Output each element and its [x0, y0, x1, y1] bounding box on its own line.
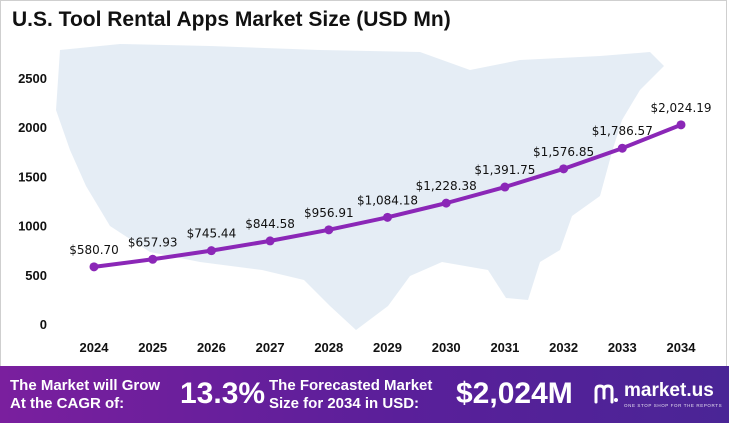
x-tick-label: 2028	[314, 340, 343, 355]
data-point	[383, 212, 392, 222]
x-tick-label: 2034	[667, 340, 697, 355]
y-tick-label: 2500	[18, 71, 47, 86]
x-tick-label: 2024	[80, 340, 110, 355]
x-tick-label: 2027	[256, 340, 285, 355]
x-tick-label: 2025	[138, 340, 167, 355]
data-label: $844.58	[245, 217, 295, 231]
data-label: $1,786.57	[592, 124, 653, 138]
cagr-value: 13.3%	[180, 377, 266, 410]
data-point	[441, 198, 451, 208]
data-point	[324, 225, 334, 235]
data-point	[676, 120, 686, 130]
data-point	[89, 262, 99, 272]
brand-name: market.us	[624, 380, 714, 401]
x-axis: 2024 2025 2026 2027 2028 2029 2030 2031 2032 2033…	[80, 340, 697, 355]
y-tick-label: 1000	[18, 219, 47, 234]
x-tick-label: 2032	[549, 340, 578, 355]
cagr-caption-line2: At the CAGR of:	[10, 395, 125, 412]
x-tick-label: 2033	[608, 340, 637, 355]
data-labels: $580.70 $657.93 $745.44 $844.58 $956.91$1,08…	[69, 101, 711, 257]
forecast-caption: The Forecasted Market Size for 2034 in U…	[269, 377, 432, 413]
summary-footer: The Market will Grow At the CAGR of: 13.…	[0, 366, 729, 423]
data-point	[148, 254, 158, 264]
data-point	[500, 182, 510, 192]
data-label: $2,024.19	[650, 101, 711, 115]
data-label: $1,084.18	[357, 193, 418, 207]
x-tick-label: 2030	[432, 340, 461, 355]
x-tick-label: 2026	[197, 340, 226, 355]
forecast-value: $2,024M	[456, 377, 573, 410]
x-tick-label: 2029	[373, 340, 402, 355]
y-tick-label: 500	[25, 268, 47, 283]
y-tick-label: 2000	[18, 120, 47, 135]
data-label: $1,391.75	[474, 163, 535, 177]
brand-logo[interactable]: market.us ONE STOP SHOP FOR THE REPORTS	[593, 380, 723, 412]
data-point	[559, 164, 569, 174]
forecast-caption-line2: Size for 2034 in USD:	[269, 395, 420, 412]
cagr-caption-line1: The Market will Grow	[10, 377, 161, 394]
us-map-background	[56, 44, 664, 330]
data-markers	[89, 120, 686, 272]
data-label: $657.93	[128, 235, 178, 249]
data-label: $956.91	[304, 206, 354, 220]
data-point	[265, 236, 275, 246]
forecast-caption-line1: The Forecasted Market	[269, 377, 433, 394]
data-label: $1,228.38	[416, 179, 477, 193]
data-label: $580.70	[69, 243, 119, 257]
y-axis: 0 500 1000 1500 2000 2500	[18, 71, 47, 332]
x-tick-label: 2031	[490, 340, 519, 355]
data-label: $1,576.85	[533, 145, 594, 159]
chart-title: U.S. Tool Rental Apps Market Size (USD M…	[12, 8, 451, 31]
data-label: $745.44	[187, 227, 237, 241]
market-us-logo-icon	[594, 384, 618, 404]
data-point	[617, 143, 627, 153]
y-tick-label: 1500	[18, 169, 47, 184]
data-point	[206, 246, 216, 256]
y-tick-label: 0	[40, 317, 47, 332]
brand-tagline: ONE STOP SHOP FOR THE REPORTS	[624, 403, 723, 408]
cagr-caption: The Market will Grow At the CAGR of:	[10, 377, 160, 413]
